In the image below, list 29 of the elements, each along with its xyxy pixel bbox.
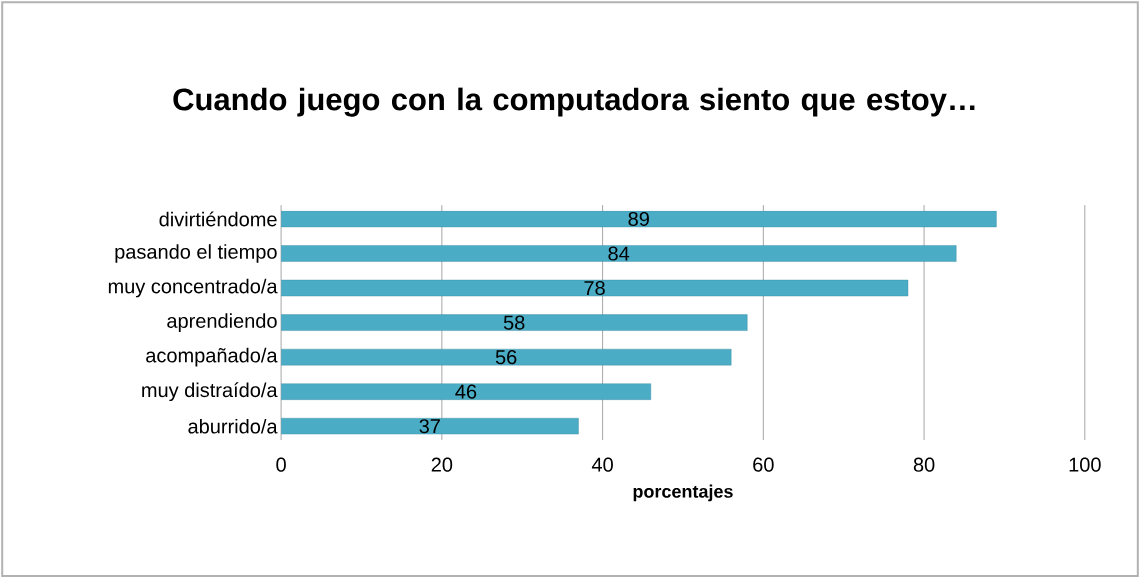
bar [281, 348, 732, 366]
x-axis-title: porcentajes [633, 484, 733, 502]
y-tick-label: aprendiendo [167, 313, 277, 332]
y-tick-label: pasando el tiempo [115, 244, 277, 263]
bar [281, 417, 579, 435]
x-tick-label: 60 [753, 457, 774, 472]
y-tick-label: acompañado/a [146, 347, 278, 367]
y-tick-label: muy distraído/a [142, 382, 278, 402]
chart-title: Cuando juego con la computadora siento que estoy… [173, 87, 975, 117]
bar [281, 314, 748, 331]
data-label: 84 [608, 246, 630, 261]
x-tick-label: 20 [431, 457, 453, 472]
data-label: 78 [584, 280, 605, 296]
bar [281, 279, 909, 297]
x-tick-label: 0 [276, 457, 286, 472]
data-label: 37 [419, 419, 440, 434]
data-label: 46 [455, 384, 477, 399]
y-tick-label: muy concentrado/a [108, 278, 278, 298]
data-label: 56 [495, 349, 517, 365]
data-label: 58 [503, 315, 525, 330]
bar [281, 383, 652, 400]
bar [281, 245, 957, 262]
data-label: 89 [628, 211, 649, 226]
x-tick-label: 100 [1069, 457, 1101, 472]
y-tick-label: divirtiéndome [159, 211, 277, 227]
x-tick-label: 40 [591, 457, 613, 472]
bar [281, 210, 997, 228]
y-tick-label: aburrido/a [188, 418, 278, 434]
x-tick-label: 80 [913, 457, 935, 472]
